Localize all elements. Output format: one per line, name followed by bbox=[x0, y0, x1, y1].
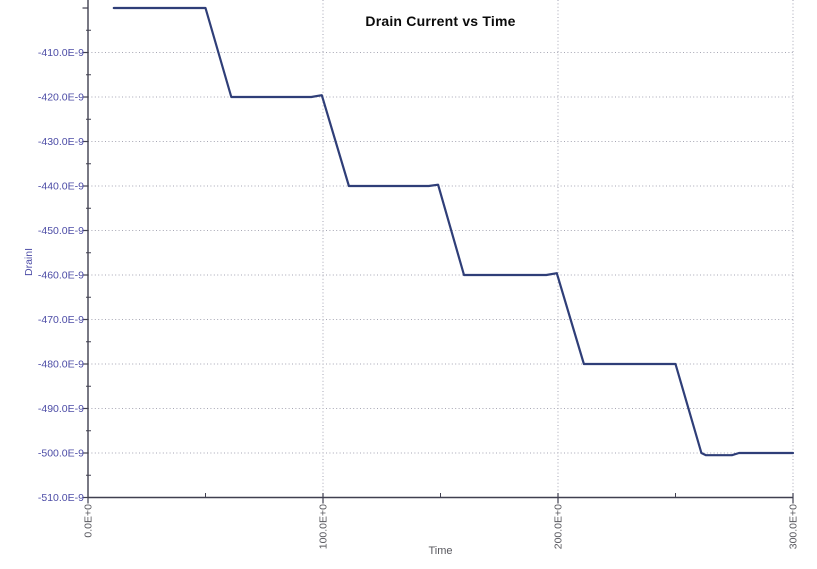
x-tick-label: 200.0E+0 bbox=[553, 504, 565, 549]
chart-title: Drain Current vs Time bbox=[365, 13, 516, 29]
y-tick-label: -480.0E-9 bbox=[38, 359, 84, 371]
y-tick-label: -430.0E-9 bbox=[38, 136, 84, 148]
y-gridlines bbox=[88, 52, 793, 454]
x-tick-label: 0.0E+0 bbox=[83, 504, 95, 538]
y-tick-labels: -410.0E-9 -420.0E-9 -430.0E-9 -440.0E-9 -450… bbox=[38, 47, 84, 504]
y-tick-label: -410.0E-9 bbox=[38, 47, 84, 59]
x-tick-labels: 0.0E+0 100.0E+0 200.0E+0 300.0E+0 bbox=[83, 504, 800, 549]
y-tick-label: -510.0E-9 bbox=[38, 492, 84, 504]
y-tick-label: -490.0E-9 bbox=[38, 403, 84, 415]
series-DrainI bbox=[112, 6, 795, 457]
x-gridlines bbox=[322, 0, 794, 498]
y-tick-label: -470.0E-9 bbox=[38, 314, 84, 326]
y-tick-label: -420.0E-9 bbox=[38, 92, 84, 104]
y-axis-title: DrainI bbox=[23, 247, 35, 277]
x-tick-label: 100.0E+0 bbox=[318, 504, 330, 549]
x-ticks bbox=[87, 493, 794, 504]
y-tick-label: -460.0E-9 bbox=[38, 270, 84, 282]
x-axis-title: Time bbox=[428, 545, 453, 557]
y-tick-label: -500.0E-9 bbox=[38, 448, 84, 460]
y-ticks bbox=[82, 7, 91, 499]
y-tick-label: -440.0E-9 bbox=[38, 181, 84, 193]
x-tick-label: 300.0E+0 bbox=[788, 504, 800, 549]
axes bbox=[87, 0, 793, 499]
y-tick-label: -450.0E-9 bbox=[38, 225, 84, 237]
